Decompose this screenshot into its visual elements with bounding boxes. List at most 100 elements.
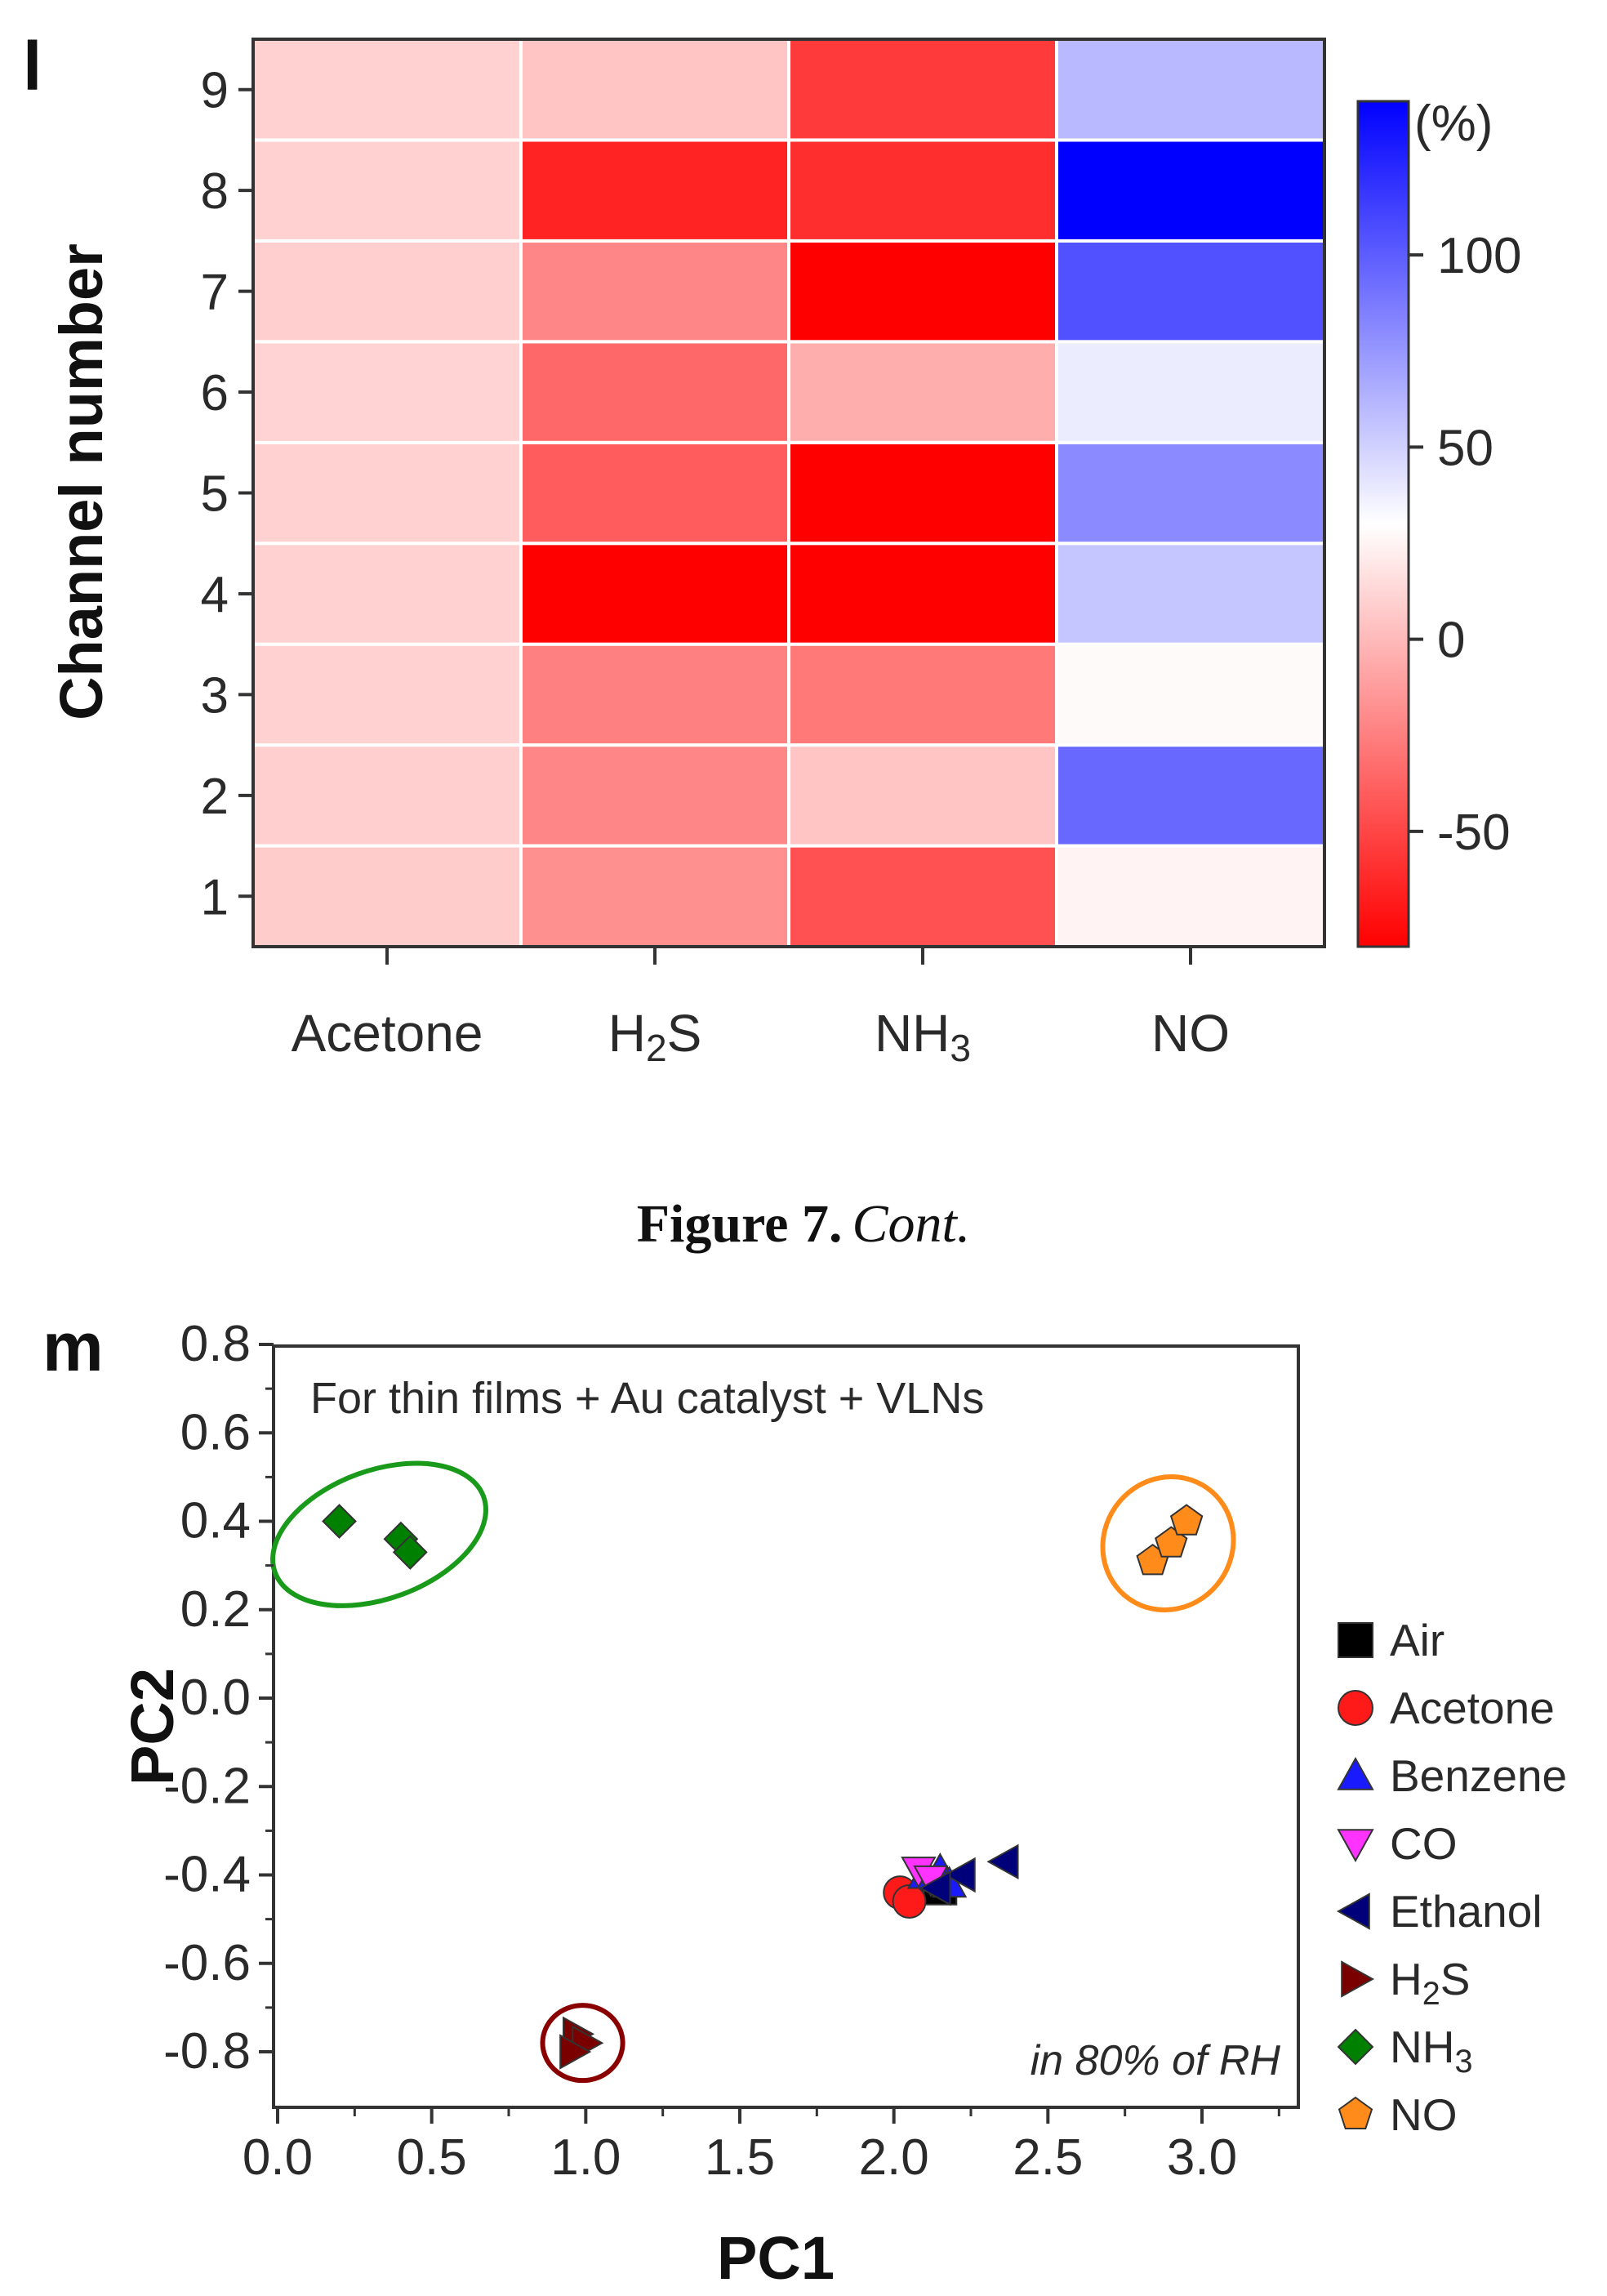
heat-cell-Acetone-4 bbox=[252, 542, 523, 646]
point-NH3 bbox=[392, 1534, 428, 1570]
legend-marker-Benzene bbox=[1337, 1756, 1374, 1790]
scatter-x-tick-label: 2.5 bbox=[1013, 2129, 1083, 2186]
legend-marker-NO bbox=[1338, 2096, 1373, 2129]
legend-label-Acetone: Acetone bbox=[1390, 1683, 1555, 1733]
heat-cell-Acetone-8 bbox=[252, 138, 523, 243]
legend-label-CO: CO bbox=[1390, 1818, 1458, 1869]
legend-label-NO: NO bbox=[1390, 2089, 1458, 2140]
scatter-y-tick-label: 0.4 bbox=[180, 1493, 251, 1549]
heatmap-panel: l Channel number 1 2 3 4 5 6 7 8 9 Acetone H2S NH3… bbox=[23, 28, 1521, 1069]
heat-cell-Acetone-7 bbox=[252, 239, 523, 344]
scatter-x-tick-label: 2.0 bbox=[859, 2129, 929, 2186]
legend-label-H2S: H2S bbox=[1390, 1954, 1470, 2012]
heat-cell-NO-4 bbox=[1055, 542, 1326, 646]
heat-cell-H2S-6 bbox=[519, 340, 790, 444]
scatter-x-tick-label: 1.0 bbox=[550, 2129, 621, 2186]
legend-marker-Ethanol bbox=[1336, 1893, 1370, 1930]
scatter-condition: in 80% of RH bbox=[1031, 2037, 1281, 2084]
heat-y-tick-label: 7 bbox=[201, 265, 229, 321]
heat-y-tick-label: 4 bbox=[201, 567, 229, 623]
legend-label-Benzene: Benzene bbox=[1390, 1750, 1567, 1801]
scatter-y-tick-label: 0.0 bbox=[180, 1670, 251, 1726]
heat-cell-NO-1 bbox=[1055, 844, 1326, 948]
scatter-y-axis-title: PC2 bbox=[118, 1668, 186, 1786]
point-NO bbox=[1169, 1504, 1204, 1536]
scatter-x-tick-label: 1.5 bbox=[705, 2129, 775, 2186]
scatter-y-tick-label: -0.6 bbox=[163, 1935, 251, 1991]
legend-marker-Air bbox=[1338, 1622, 1373, 1658]
scatter-points bbox=[322, 1504, 1204, 2070]
heat-x-tick-label: H2S bbox=[608, 1004, 702, 1069]
legend-marker-NH3 bbox=[1337, 2028, 1374, 2066]
cluster-ellipse-H2S bbox=[540, 2003, 625, 2084]
heat-x-tick-label: Acetone bbox=[292, 1004, 483, 1063]
heat-cell-NH3-5 bbox=[787, 440, 1058, 546]
heat-cell-H2S-2 bbox=[519, 743, 790, 848]
heat-cell-NO-3 bbox=[1055, 642, 1326, 747]
point-Ethanol bbox=[943, 1857, 976, 1893]
heat-cell-NH3-1 bbox=[787, 844, 1058, 948]
point-H2S bbox=[559, 2034, 592, 2070]
heat-cell-Acetone-6 bbox=[252, 340, 523, 444]
scatter-y-ticks: 0.8 0.6 0.4 0.2 0.0 -0.2 -0.4 -0.6 -0.8 bbox=[163, 1316, 274, 2080]
heat-cell-NH3-9 bbox=[787, 38, 1058, 142]
scatter-annotation: For thin films + Au catalyst + VLNs bbox=[310, 1374, 984, 1423]
scatter-x-axis-title: PC1 bbox=[717, 2224, 835, 2292]
caption-label: Figure 7. bbox=[637, 1194, 843, 1254]
scatter-x-tick-label: 3.0 bbox=[1167, 2129, 1237, 2186]
heat-y-tick-label: 2 bbox=[201, 769, 229, 825]
heat-x-tick-label: NH3 bbox=[875, 1004, 971, 1069]
scatter-y-tick-label: 0.6 bbox=[180, 1404, 251, 1460]
cluster-ellipse-NO bbox=[1100, 1474, 1236, 1613]
heat-y-tick-label: 3 bbox=[201, 667, 229, 724]
heat-cell-NO-7 bbox=[1055, 239, 1326, 344]
heatmap-x-ticks: Acetone H2S NH3 NO bbox=[292, 947, 1230, 1069]
point-Ethanol bbox=[986, 1843, 1019, 1879]
heat-y-tick-label: 5 bbox=[201, 466, 229, 523]
heat-y-tick-label: 9 bbox=[201, 63, 229, 119]
heat-cell-H2S-9 bbox=[519, 38, 790, 142]
scatter-y-tick-label: 0.2 bbox=[180, 1581, 251, 1638]
heat-cell-Acetone-9 bbox=[252, 38, 523, 142]
scatter-legend: Air Acetone Benzene CO Ethanol H2S NH3 NO bbox=[1336, 1615, 1567, 2140]
cluster-ellipses bbox=[270, 1460, 1236, 2084]
heat-cell-NH3-4 bbox=[787, 542, 1058, 646]
colorbar-unit: (%) bbox=[1414, 96, 1493, 152]
heat-cell-NO-8 bbox=[1055, 138, 1326, 243]
scatter-frame bbox=[272, 1344, 1300, 2109]
heat-cell-NO-9 bbox=[1055, 38, 1326, 142]
heatmap-cells bbox=[252, 38, 1326, 948]
colorbar-ticks: -50 0 50 100 bbox=[1409, 228, 1521, 861]
scatter-x-ticks: 0.0 0.5 1.0 1.5 2.0 2.5 3.0 bbox=[243, 2107, 1280, 2186]
heat-cell-Acetone-1 bbox=[252, 844, 523, 948]
heat-y-tick-label: 1 bbox=[201, 869, 229, 925]
point-Acetone bbox=[892, 1884, 927, 1919]
caption-cont: Cont. bbox=[852, 1194, 970, 1254]
heat-cell-NH3-8 bbox=[787, 138, 1058, 243]
scatter-x-tick-label: 0.5 bbox=[397, 2129, 467, 2186]
figure-caption: Figure 7. Cont. bbox=[637, 1194, 971, 1254]
panel-label-m: m bbox=[42, 1308, 104, 1385]
heatmap-y-axis-title: Channel number bbox=[47, 243, 115, 720]
heat-cell-NO-6 bbox=[1055, 340, 1326, 444]
heat-y-tick-label: 6 bbox=[201, 365, 229, 421]
heatmap-y-ticks: 1 2 3 4 5 6 7 8 9 bbox=[201, 63, 253, 925]
heat-cell-H2S-5 bbox=[519, 440, 790, 546]
point-Ethanol bbox=[919, 1870, 951, 1906]
heat-cell-H2S-7 bbox=[519, 239, 790, 344]
cluster-ellipse-NH3 bbox=[270, 1460, 488, 1608]
legend-label-Air: Air bbox=[1390, 1615, 1445, 1665]
heat-cell-NO-2 bbox=[1055, 743, 1326, 848]
heat-cell-H2S-4 bbox=[519, 542, 790, 646]
colorbar-tick-label: 50 bbox=[1437, 420, 1493, 476]
heat-cell-NH3-3 bbox=[787, 642, 1058, 747]
heat-cell-NO-5 bbox=[1055, 440, 1326, 546]
heat-cell-NH3-7 bbox=[787, 239, 1058, 344]
scatter-y-tick-label: -0.8 bbox=[163, 2023, 251, 2080]
legend-marker-Acetone bbox=[1338, 1690, 1373, 1726]
heat-cell-Acetone-3 bbox=[252, 642, 523, 747]
heat-cell-H2S-3 bbox=[519, 642, 790, 747]
colorbar-tick-label: 0 bbox=[1437, 613, 1465, 669]
heat-cell-Acetone-5 bbox=[252, 440, 523, 546]
